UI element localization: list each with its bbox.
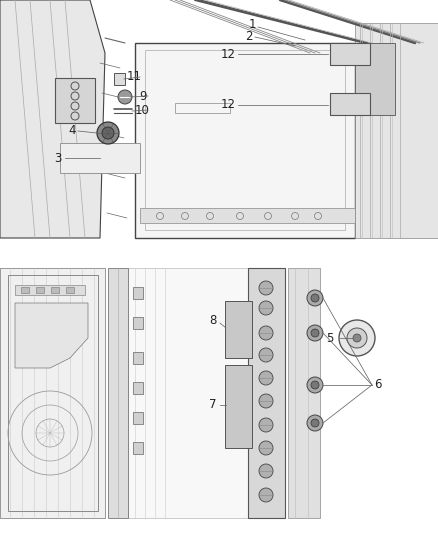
Polygon shape xyxy=(108,268,128,518)
Polygon shape xyxy=(133,317,143,329)
Circle shape xyxy=(352,101,358,107)
Polygon shape xyxy=(128,268,248,518)
Text: 6: 6 xyxy=(374,378,382,392)
Polygon shape xyxy=(15,285,85,295)
Polygon shape xyxy=(330,93,370,115)
Polygon shape xyxy=(66,287,74,293)
Polygon shape xyxy=(0,0,105,238)
Circle shape xyxy=(259,371,273,385)
Polygon shape xyxy=(55,78,95,123)
Polygon shape xyxy=(0,268,105,518)
Circle shape xyxy=(311,419,319,427)
Circle shape xyxy=(353,334,361,342)
Polygon shape xyxy=(15,303,88,368)
Polygon shape xyxy=(248,268,285,518)
Circle shape xyxy=(307,377,323,393)
Circle shape xyxy=(259,281,273,295)
Circle shape xyxy=(339,320,375,356)
Circle shape xyxy=(259,348,273,362)
Polygon shape xyxy=(330,43,370,65)
Text: 7: 7 xyxy=(209,399,217,411)
Polygon shape xyxy=(225,365,252,448)
Circle shape xyxy=(97,122,119,144)
Text: 1: 1 xyxy=(248,19,256,31)
Circle shape xyxy=(311,329,319,337)
Text: 4: 4 xyxy=(68,125,76,138)
Circle shape xyxy=(259,464,273,478)
Polygon shape xyxy=(355,43,395,115)
Polygon shape xyxy=(114,73,125,85)
Circle shape xyxy=(259,441,273,455)
Circle shape xyxy=(259,301,273,315)
Text: 5: 5 xyxy=(326,332,334,344)
Circle shape xyxy=(102,127,114,139)
Text: 11: 11 xyxy=(127,69,141,83)
Text: 10: 10 xyxy=(134,104,149,117)
Polygon shape xyxy=(288,268,320,518)
Circle shape xyxy=(259,394,273,408)
Polygon shape xyxy=(135,43,355,238)
Circle shape xyxy=(118,90,132,104)
Circle shape xyxy=(259,326,273,340)
Circle shape xyxy=(352,51,358,57)
Circle shape xyxy=(311,381,319,389)
Polygon shape xyxy=(133,287,143,299)
Circle shape xyxy=(259,418,273,432)
Polygon shape xyxy=(51,287,59,293)
Circle shape xyxy=(259,488,273,502)
Text: 12: 12 xyxy=(220,99,236,111)
Polygon shape xyxy=(133,412,143,424)
Text: 3: 3 xyxy=(54,151,62,165)
Polygon shape xyxy=(140,208,355,223)
Polygon shape xyxy=(133,382,143,394)
Polygon shape xyxy=(36,287,44,293)
Circle shape xyxy=(347,328,367,348)
Polygon shape xyxy=(133,442,143,454)
Circle shape xyxy=(307,290,323,306)
Circle shape xyxy=(311,294,319,302)
Polygon shape xyxy=(355,23,438,238)
Polygon shape xyxy=(133,352,143,364)
Polygon shape xyxy=(60,143,140,173)
Circle shape xyxy=(307,415,323,431)
Polygon shape xyxy=(225,301,252,358)
Text: 12: 12 xyxy=(220,47,236,61)
Text: 8: 8 xyxy=(209,313,217,327)
Polygon shape xyxy=(21,287,29,293)
Circle shape xyxy=(307,325,323,341)
Text: 9: 9 xyxy=(139,90,147,102)
Text: 2: 2 xyxy=(245,29,253,43)
